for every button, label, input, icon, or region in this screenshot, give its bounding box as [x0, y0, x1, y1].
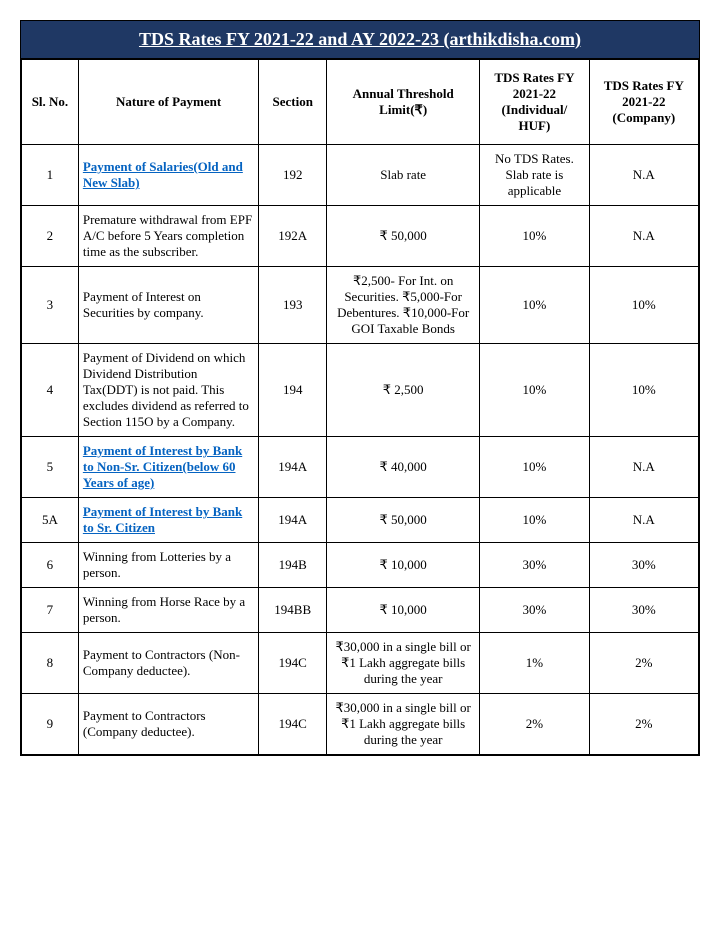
table-row: 7Winning from Horse Race by a person.194… — [22, 588, 699, 633]
cell-limit: ₹ 10,000 — [327, 588, 480, 633]
cell-company: N.A — [589, 498, 698, 543]
cell-individual: 1% — [480, 633, 589, 694]
table-header-row: Sl. No. Nature of Payment Section Annual… — [22, 60, 699, 145]
table-row: 5Payment of Interest by Bank to Non-Sr. … — [22, 437, 699, 498]
cell-company: 10% — [589, 344, 698, 437]
cell-sl: 1 — [22, 145, 79, 206]
table-row: 8Payment to Contractors (Non-Company ded… — [22, 633, 699, 694]
cell-nature: Premature withdrawal from EPF A/C before… — [78, 206, 258, 267]
cell-limit: ₹ 50,000 — [327, 206, 480, 267]
col-header-company: TDS Rates FY 2021-22 (Company) — [589, 60, 698, 145]
cell-sl: 9 — [22, 694, 79, 755]
cell-limit: ₹ 2,500 — [327, 344, 480, 437]
cell-limit: ₹30,000 in a single bill or ₹1 Lakh aggr… — [327, 694, 480, 755]
cell-section: 194B — [259, 543, 327, 588]
cell-company: 10% — [589, 267, 698, 344]
cell-limit: Slab rate — [327, 145, 480, 206]
col-header-individual: TDS Rates FY 2021-22 (Individual/ HUF) — [480, 60, 589, 145]
nature-link[interactable]: Payment of Interest by Bank to Non-Sr. C… — [83, 443, 242, 490]
table-row: 4Payment of Dividend on which Dividend D… — [22, 344, 699, 437]
cell-nature: Payment to Contractors (Company deductee… — [78, 694, 258, 755]
cell-nature: Payment of Interest by Bank to Sr. Citiz… — [78, 498, 258, 543]
table-row: 3Payment of Interest on Securities by co… — [22, 267, 699, 344]
nature-link[interactable]: Payment of Interest by Bank to Sr. Citiz… — [83, 504, 242, 535]
cell-company: N.A — [589, 206, 698, 267]
cell-limit: ₹ 40,000 — [327, 437, 480, 498]
col-header-section: Section — [259, 60, 327, 145]
cell-individual: 10% — [480, 437, 589, 498]
cell-section: 194C — [259, 633, 327, 694]
cell-section: 194BB — [259, 588, 327, 633]
cell-section: 194A — [259, 498, 327, 543]
cell-sl: 8 — [22, 633, 79, 694]
table-row: 5APayment of Interest by Bank to Sr. Cit… — [22, 498, 699, 543]
cell-individual: 30% — [480, 543, 589, 588]
cell-nature: Payment of Interest by Bank to Non-Sr. C… — [78, 437, 258, 498]
cell-section: 193 — [259, 267, 327, 344]
cell-sl: 6 — [22, 543, 79, 588]
cell-individual: 30% — [480, 588, 589, 633]
cell-sl: 2 — [22, 206, 79, 267]
cell-company: N.A — [589, 145, 698, 206]
cell-nature: Payment to Contractors (Non-Company dedu… — [78, 633, 258, 694]
table-row: 9Payment to Contractors (Company deducte… — [22, 694, 699, 755]
table-title: TDS Rates FY 2021-22 and AY 2022-23 (art… — [21, 21, 699, 59]
cell-sl: 7 — [22, 588, 79, 633]
cell-nature: Winning from Horse Race by a person. — [78, 588, 258, 633]
table-row: 2Premature withdrawal from EPF A/C befor… — [22, 206, 699, 267]
cell-company: N.A — [589, 437, 698, 498]
cell-individual: 10% — [480, 344, 589, 437]
cell-limit: ₹ 50,000 — [327, 498, 480, 543]
col-header-limit: Annual Threshold Limit(₹) — [327, 60, 480, 145]
cell-individual: 10% — [480, 206, 589, 267]
cell-section: 194A — [259, 437, 327, 498]
cell-company: 30% — [589, 588, 698, 633]
cell-limit: ₹ 10,000 — [327, 543, 480, 588]
cell-nature: Winning from Lotteries by a person. — [78, 543, 258, 588]
col-header-nature: Nature of Payment — [78, 60, 258, 145]
cell-section: 194 — [259, 344, 327, 437]
cell-section: 192 — [259, 145, 327, 206]
table-row: 1Payment of Salaries(Old and New Slab) 19… — [22, 145, 699, 206]
tds-table-container: TDS Rates FY 2021-22 and AY 2022-23 (art… — [20, 20, 700, 756]
cell-section: 192A — [259, 206, 327, 267]
cell-limit: ₹30,000 in a single bill or ₹1 Lakh aggr… — [327, 633, 480, 694]
cell-individual: 2% — [480, 694, 589, 755]
table-row: 6Winning from Lotteries by a person.194B… — [22, 543, 699, 588]
cell-nature: Payment of Dividend on which Dividend Di… — [78, 344, 258, 437]
cell-individual: No TDS Rates. Slab rate is applicable — [480, 145, 589, 206]
tds-table: Sl. No. Nature of Payment Section Annual… — [21, 59, 699, 755]
cell-limit: ₹2,500- For Int. on Securities. ₹5,000-F… — [327, 267, 480, 344]
cell-sl: 5 — [22, 437, 79, 498]
cell-nature: Payment of Interest on Securities by com… — [78, 267, 258, 344]
table-body: 1Payment of Salaries(Old and New Slab) 19… — [22, 145, 699, 755]
cell-individual: 10% — [480, 498, 589, 543]
col-header-sl: Sl. No. — [22, 60, 79, 145]
cell-section: 194C — [259, 694, 327, 755]
cell-nature: Payment of Salaries(Old and New Slab) — [78, 145, 258, 206]
cell-sl: 4 — [22, 344, 79, 437]
cell-company: 2% — [589, 633, 698, 694]
nature-link[interactable]: Payment of Salaries(Old and New Slab) — [83, 159, 243, 190]
cell-sl: 5A — [22, 498, 79, 543]
cell-company: 2% — [589, 694, 698, 755]
cell-individual: 10% — [480, 267, 589, 344]
cell-sl: 3 — [22, 267, 79, 344]
cell-company: 30% — [589, 543, 698, 588]
